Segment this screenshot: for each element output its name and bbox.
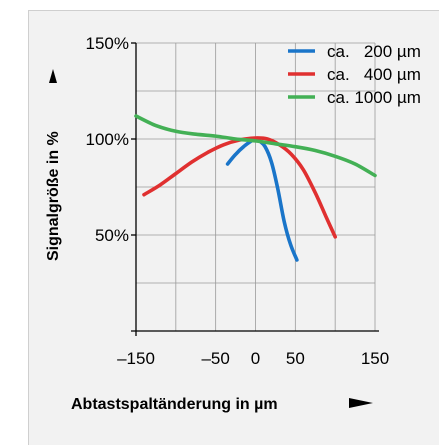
y-tick-label-1: 100% xyxy=(86,130,129,149)
series-line-0 xyxy=(225,137,299,262)
x-tick-label-3: 50 xyxy=(286,349,305,368)
chart-canvas: –150 –50 0 50 150 50% 100% 150% ca. 200 µm ca. 4… xyxy=(45,34,421,413)
y-axis-title: Signalgröße in % xyxy=(45,131,62,261)
legend-label-1: ca. 400 µm xyxy=(327,65,421,84)
x-tick-label-4: 150 xyxy=(361,349,389,368)
y-tick-label-2: 150% xyxy=(86,34,129,53)
axes xyxy=(131,42,379,336)
x-tick-label-0: –150 xyxy=(117,349,155,368)
tick-labels: –150 –50 0 50 150 50% 100% 150% xyxy=(86,34,390,368)
legend-label-2: ca. 1000 µm xyxy=(327,88,421,107)
chart-panel: –150 –50 0 50 150 50% 100% 150% ca. 200 µm ca. 4… xyxy=(28,10,439,445)
grid xyxy=(135,42,376,332)
legend-label-0: ca. 200 µm xyxy=(327,42,421,61)
series-line-2 xyxy=(134,114,377,178)
x-axis-arrow xyxy=(349,398,373,408)
legend: ca. 200 µm ca. 400 µm ca. 1000 µm xyxy=(288,42,421,107)
series-lines xyxy=(134,114,377,262)
x-tick-label-1: –50 xyxy=(201,349,229,368)
series-line-1 xyxy=(142,136,337,239)
y-tick-label-0: 50% xyxy=(95,226,129,245)
y-axis-arrow xyxy=(49,69,57,83)
x-tick-label-2: 0 xyxy=(251,349,260,368)
x-axis-title: Abtastspaltänderung in µm xyxy=(71,396,278,413)
